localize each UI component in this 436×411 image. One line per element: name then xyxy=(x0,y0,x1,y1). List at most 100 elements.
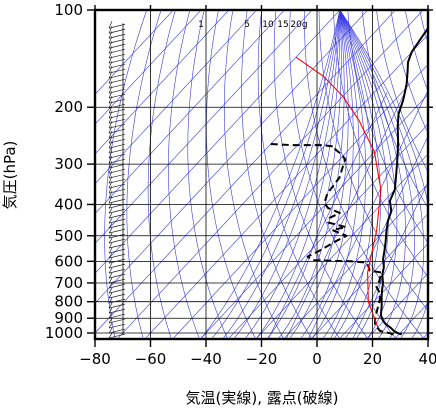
wind-barb xyxy=(108,98,126,104)
wind-barb xyxy=(108,328,126,334)
mixing-ratio-label: 10 xyxy=(262,20,274,30)
isotherm xyxy=(255,153,428,339)
wind-barb xyxy=(108,268,126,274)
isotherm xyxy=(366,272,428,339)
dry-adiabat xyxy=(104,10,147,339)
axis-ticks xyxy=(87,5,433,347)
wind-barb-flag xyxy=(108,332,113,339)
isotherm xyxy=(95,10,230,155)
axis-labels: 1 5 10 15 20g1002003004005006007008009001000… xyxy=(45,1,436,368)
moist-adiabat xyxy=(339,10,424,339)
grid xyxy=(95,10,428,339)
wind-barb xyxy=(108,253,126,259)
wind-barb xyxy=(108,163,126,169)
wind-barb xyxy=(108,318,126,324)
isotherm xyxy=(95,10,258,185)
y-tick-label: 800 xyxy=(54,293,83,311)
wind-barb xyxy=(108,248,126,254)
mixing-ratio-label: 1 xyxy=(198,20,204,30)
wind-barb xyxy=(108,153,126,159)
isotherm xyxy=(95,10,313,244)
wind-barb xyxy=(108,53,126,59)
dry-adiabat xyxy=(376,10,428,173)
y-tick-label: 1000 xyxy=(45,324,83,342)
wind-barb xyxy=(108,198,126,204)
y-tick-label: 700 xyxy=(54,274,83,292)
profiles xyxy=(270,26,428,336)
mixing-ratio-label: 15 xyxy=(277,20,288,30)
x-tick-label: −60 xyxy=(135,350,167,368)
isotherm xyxy=(95,10,174,95)
moist-adiabat xyxy=(310,10,360,339)
moist-adiabat xyxy=(299,10,354,339)
mixing-ratio-label: 5 xyxy=(244,20,250,30)
wind-barb xyxy=(108,283,126,289)
wind-barb xyxy=(108,288,126,294)
wind-barb xyxy=(108,178,126,184)
isotherm xyxy=(200,93,428,339)
moist-adiabat xyxy=(255,10,341,339)
wind-barb xyxy=(108,228,126,234)
wind-barb xyxy=(108,273,126,279)
wind-barb-flag xyxy=(108,232,113,239)
wind-barb xyxy=(108,28,126,34)
moist-adiabat xyxy=(339,10,381,339)
isotherm xyxy=(95,10,285,215)
isotherm xyxy=(116,10,424,339)
wind-barb-flag xyxy=(108,247,113,254)
wind-barb-flag xyxy=(108,292,113,299)
wind-barb-flag xyxy=(108,207,113,214)
wind-barb xyxy=(108,188,126,194)
dry-adiabat xyxy=(241,10,313,339)
x-tick-label: 20 xyxy=(363,350,382,368)
x-tick-label: −40 xyxy=(190,350,222,368)
mixing-ratio-line xyxy=(307,92,428,339)
wind-barb-flag xyxy=(108,217,113,224)
wind-barb-flag xyxy=(108,202,113,209)
x-tick-label: −20 xyxy=(246,350,278,368)
moist-adiabat xyxy=(199,10,341,339)
isotherm xyxy=(95,10,341,274)
x-axis-title: 気温(実線), 露点(破線) xyxy=(186,389,339,407)
wind-barb xyxy=(108,93,126,99)
wind-barb xyxy=(108,313,126,319)
wind-barb-flag xyxy=(108,317,113,324)
isotherm xyxy=(227,123,428,339)
wind-barb-flag xyxy=(108,262,113,269)
wind-barb-flag xyxy=(108,272,113,279)
y-tick-label: 400 xyxy=(54,195,83,213)
y-tick-label: 300 xyxy=(54,155,83,173)
wind-barb xyxy=(108,243,126,249)
wind-barb-flag xyxy=(108,227,113,234)
wind-barb-flag xyxy=(108,277,113,284)
wind-barb xyxy=(108,333,126,339)
wind-barb xyxy=(108,63,126,69)
moist-adiabat xyxy=(339,10,398,339)
wind-barb xyxy=(108,173,126,179)
dry-adiabat xyxy=(206,10,257,339)
moist-adiabat xyxy=(233,10,341,339)
dry-adiabat xyxy=(257,10,341,339)
wind-barb xyxy=(108,158,126,164)
y-tick-label: 900 xyxy=(54,309,83,327)
x-tick-label: 40 xyxy=(418,350,436,368)
moist-adiabat xyxy=(277,10,345,339)
mixing-ratio-line xyxy=(267,92,388,339)
y-axis-title: 気圧(hPa) xyxy=(1,141,19,210)
wind-barb xyxy=(108,218,126,224)
wind-barb xyxy=(108,308,126,314)
wind-barb xyxy=(108,168,126,174)
dry-adiabat xyxy=(273,10,369,339)
wind-barb xyxy=(108,148,126,154)
wind-barb xyxy=(108,203,126,209)
dry-adiabat xyxy=(304,10,425,339)
wind-barb-flag xyxy=(108,252,113,259)
moist-adiabat xyxy=(339,10,389,339)
wind-barb-flag xyxy=(108,222,113,229)
wind-barb xyxy=(108,233,126,239)
wind-barb-flag xyxy=(108,302,113,309)
wind-barb xyxy=(108,143,126,149)
moist-adiabat xyxy=(211,10,341,339)
y-tick-label: 100 xyxy=(54,1,83,19)
wind-barb-flag xyxy=(108,322,113,329)
